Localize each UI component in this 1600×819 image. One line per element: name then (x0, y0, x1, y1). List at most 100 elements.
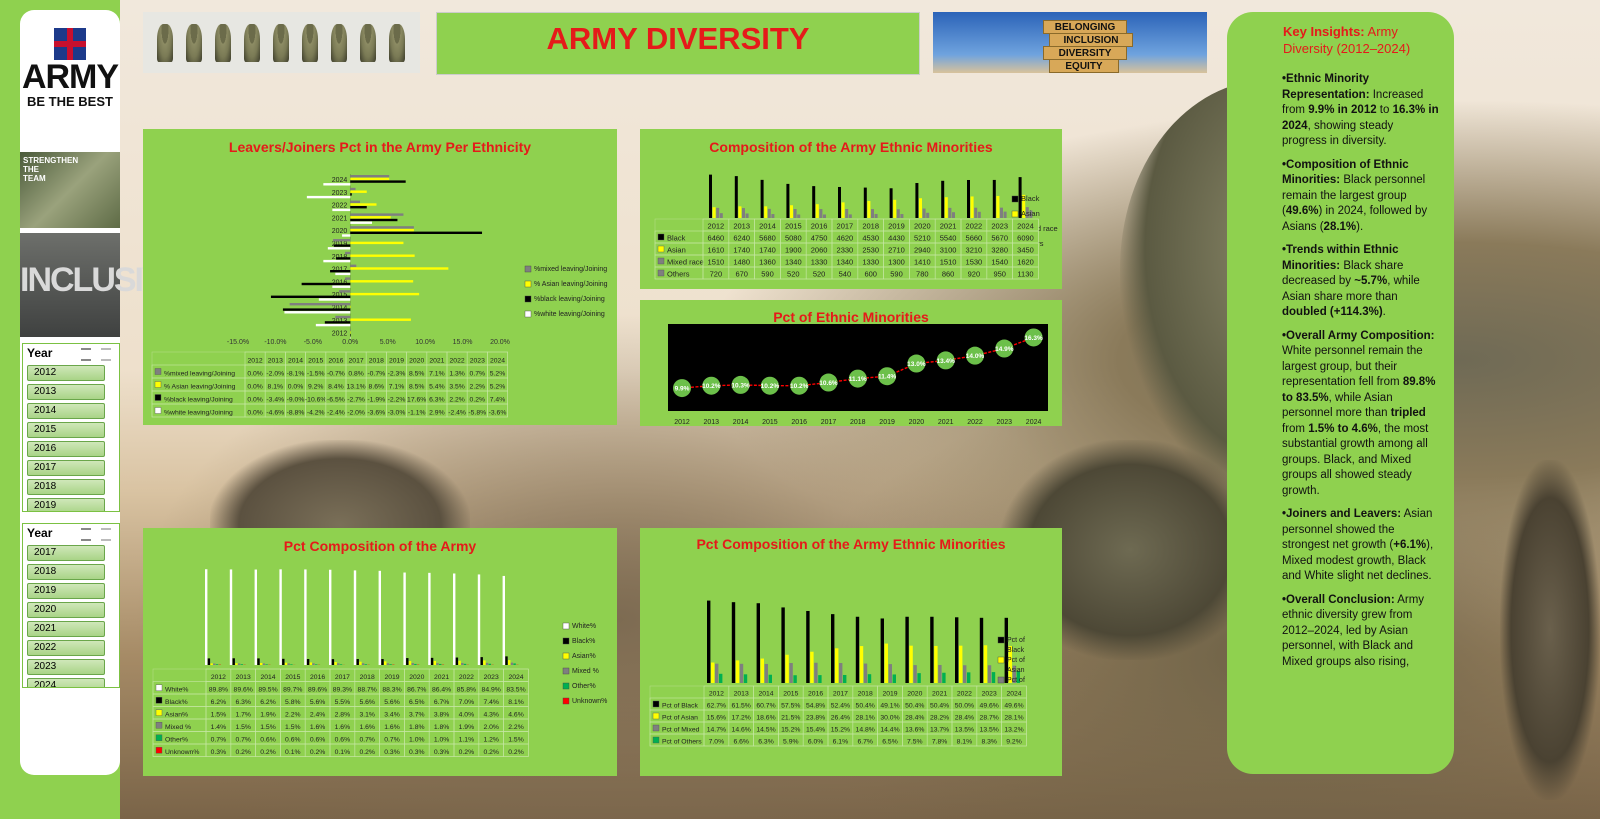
legend-swatch (155, 697, 163, 704)
legend-entry: Black (1021, 194, 1040, 203)
slicer-item[interactable]: 2020 (27, 602, 105, 618)
insight-emphasis: ~5.7% (1354, 275, 1388, 287)
slicer-item[interactable]: 2021 (27, 621, 105, 637)
table-value: -10.6% (305, 397, 327, 404)
bar (335, 272, 351, 276)
legend-swatch (997, 656, 1005, 664)
table-value: 13.7% (930, 727, 949, 734)
table-value: 14.7% (707, 727, 726, 734)
y-tick-label: 2023 (332, 190, 348, 197)
slicer-item[interactable]: 2017 (27, 545, 105, 561)
legend-swatch (562, 652, 570, 660)
insight-text: White personnel remain the largest group… (1282, 345, 1423, 388)
legend-swatch (154, 368, 162, 375)
legend-swatch (1011, 195, 1019, 203)
table-value: 50.4% (856, 703, 875, 710)
multi-select-icon[interactable] (81, 348, 91, 361)
bar (350, 190, 367, 193)
bar (290, 664, 293, 665)
year-slicer-2[interactable]: Year 2017 2018 2019 2020 2021 2022 2023 2024 (22, 523, 120, 688)
table-value: 5.6% (310, 699, 326, 706)
table-header-cell: 2024 (1006, 691, 1021, 698)
bar (315, 664, 318, 665)
slicer-item[interactable]: 2012 (27, 365, 105, 381)
table-value: 88.7% (358, 687, 377, 694)
slicer-item[interactable]: 2023 (27, 659, 105, 675)
x-tick-label: 2023 (997, 419, 1013, 426)
bar (306, 659, 310, 665)
composition-minorities-panel: Composition of the Army Ethnic Minoritie… (640, 129, 1062, 289)
slicer-item[interactable]: 2022 (27, 640, 105, 656)
table-header-cell: 2022 (459, 674, 474, 681)
table-value: -3.6% (367, 410, 385, 417)
table-header-cell: 2015 (783, 691, 798, 698)
legend-swatch (1011, 210, 1019, 218)
bar (863, 663, 868, 683)
table-value: 0.0% (247, 410, 263, 417)
table-value: 18.6% (756, 715, 775, 722)
bar (332, 285, 351, 288)
table-value: 1.7% (235, 712, 251, 719)
bar (892, 674, 896, 683)
slicer-item[interactable]: 2014 (27, 403, 105, 419)
bar (327, 247, 351, 250)
slicer-item[interactable]: 2016 (27, 441, 105, 457)
bar (350, 228, 414, 232)
clear-filter-icon[interactable] (101, 348, 111, 361)
bar (793, 209, 797, 218)
slicer-item[interactable]: 2017 (27, 460, 105, 476)
table-value: 8.1% (957, 739, 973, 746)
table-row-label: Mixed % (165, 724, 191, 731)
bar (812, 186, 816, 218)
table-header-cell: 2021 (429, 358, 444, 365)
table-value: 520 (813, 270, 826, 279)
soldier-icon (244, 24, 260, 62)
bar (414, 663, 417, 665)
table-value: 590 (890, 270, 903, 279)
table-value: 9.2% (1006, 739, 1022, 746)
slicer-item[interactable]: 2018 (27, 479, 105, 495)
table-value: 1.9% (260, 712, 276, 719)
table-value: 1.0% (409, 737, 425, 744)
clear-filter-icon[interactable] (101, 528, 111, 541)
legend-swatch (997, 676, 1005, 684)
bar (333, 239, 351, 242)
table-row-label: Mixed race (667, 258, 704, 267)
slicer-item[interactable]: 2013 (27, 384, 105, 400)
slicer-item[interactable]: 2018 (27, 564, 105, 580)
legend-swatch (652, 724, 660, 732)
bar (480, 657, 483, 665)
year-slicer-1[interactable]: Year 2012 2013 2014 2015 2016 2017 2018 2019 (22, 343, 120, 512)
data-point (907, 354, 926, 373)
table-header-cell: 2021 (434, 674, 449, 681)
slicer-item[interactable]: 2019 (27, 583, 105, 599)
legend-entry: White% (572, 623, 596, 630)
bar (284, 662, 288, 665)
multi-select-icon[interactable] (81, 528, 91, 541)
slicer-item[interactable]: 2019 (27, 498, 105, 511)
table-value: 0.6% (285, 737, 301, 744)
bar (350, 267, 449, 270)
table-value: 4530 (862, 234, 879, 243)
bar (350, 221, 372, 224)
table-value: 600 (864, 270, 877, 279)
bar (711, 662, 715, 683)
legend-entry: % Asian leaving/Joining (534, 281, 608, 288)
table-header-cell: 2016 (310, 674, 325, 681)
slicer-item[interactable]: 2015 (27, 422, 105, 438)
data-point (760, 376, 779, 395)
insight-emphasis: 89.8% to 83.5% (1282, 376, 1436, 404)
table-value: 1540 (991, 258, 1008, 267)
table-header-cell: 2014 (758, 691, 773, 698)
y-tick-label: 2012 (332, 331, 348, 338)
table-header-cell: 2016 (808, 691, 823, 698)
slicer-item[interactable]: 2024 (27, 678, 105, 687)
soldier-icon (215, 24, 231, 62)
bar (1012, 665, 1016, 683)
bar (215, 664, 219, 665)
table-value: 84.9% (482, 687, 501, 694)
bar (350, 175, 390, 178)
data-point (936, 351, 955, 370)
table-value: 1620 (1017, 258, 1034, 267)
